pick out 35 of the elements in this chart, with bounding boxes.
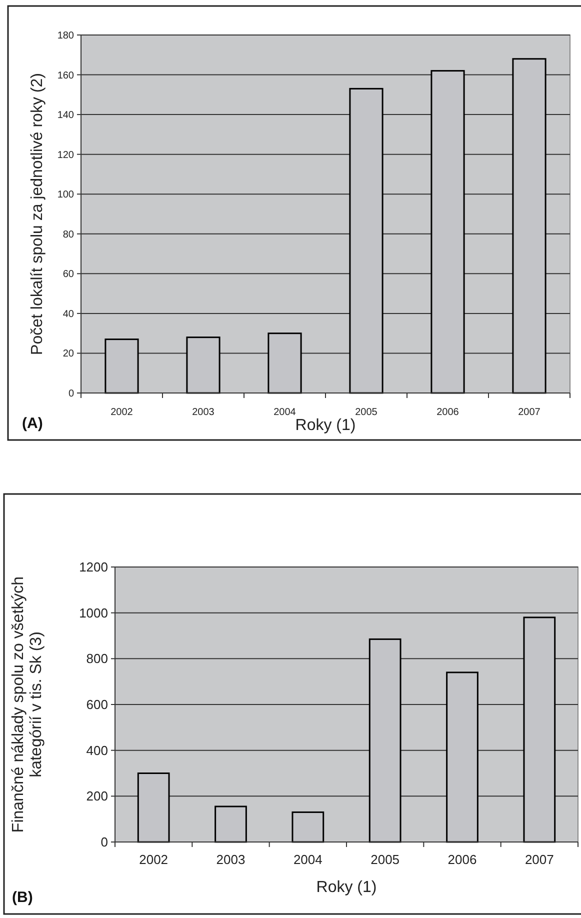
y-axis-title: Finančné náklady spolu zo všetkých kategórií v tis. Sk (3) — [10, 576, 45, 833]
x-tick-label: 2007 — [518, 407, 541, 418]
text: (A) — [22, 415, 43, 432]
y-tick-label: 20 — [62, 348, 74, 360]
x-tick-label: 2004 — [293, 852, 322, 867]
x-axis-title: Roky (1) — [295, 417, 356, 434]
y-tick-label: 60 — [62, 269, 74, 280]
x-tick-label: 2002 — [139, 852, 168, 867]
y-tick-label: 1200 — [79, 560, 108, 575]
y-tick-label: 800 — [86, 651, 108, 666]
y-tick-label: 600 — [86, 697, 108, 712]
x-tick-label: 2006 — [436, 407, 460, 418]
x-tick-label: 2002 — [110, 407, 134, 418]
x-tick-label: 2003 — [192, 407, 215, 418]
x-tick-label: 2004 — [274, 407, 296, 418]
x-axis-title: Roky (1) — [316, 879, 377, 896]
x-tick-label: 2005 — [370, 852, 400, 867]
x-tick-label: 2003 — [216, 852, 246, 867]
x-tick-label: 2005 — [355, 407, 378, 418]
y-tick-label: 100 — [57, 190, 74, 201]
y-tick-label: 0 — [100, 834, 108, 850]
y-tick-label: 200 — [86, 788, 108, 804]
y-tick-label: 140 — [57, 110, 74, 122]
y-tick-label: 0 — [68, 388, 74, 400]
y-axis-title: Počet lokalít spolu za jednotlivé roky (2) — [29, 73, 46, 355]
y-tick-label: 40 — [62, 308, 74, 320]
y-tick-label: 120 — [57, 150, 74, 161]
y-tick-label: 1000 — [79, 605, 108, 620]
y-tick-label: 180 — [57, 30, 74, 42]
x-tick-label: 2007 — [524, 852, 554, 867]
y-tick-label: 400 — [86, 742, 108, 758]
text: (B) — [12, 889, 33, 906]
x-tick-label: 2006 — [448, 852, 477, 867]
y-tick-label: 160 — [57, 70, 74, 82]
y-tick-label: 80 — [62, 229, 74, 240]
